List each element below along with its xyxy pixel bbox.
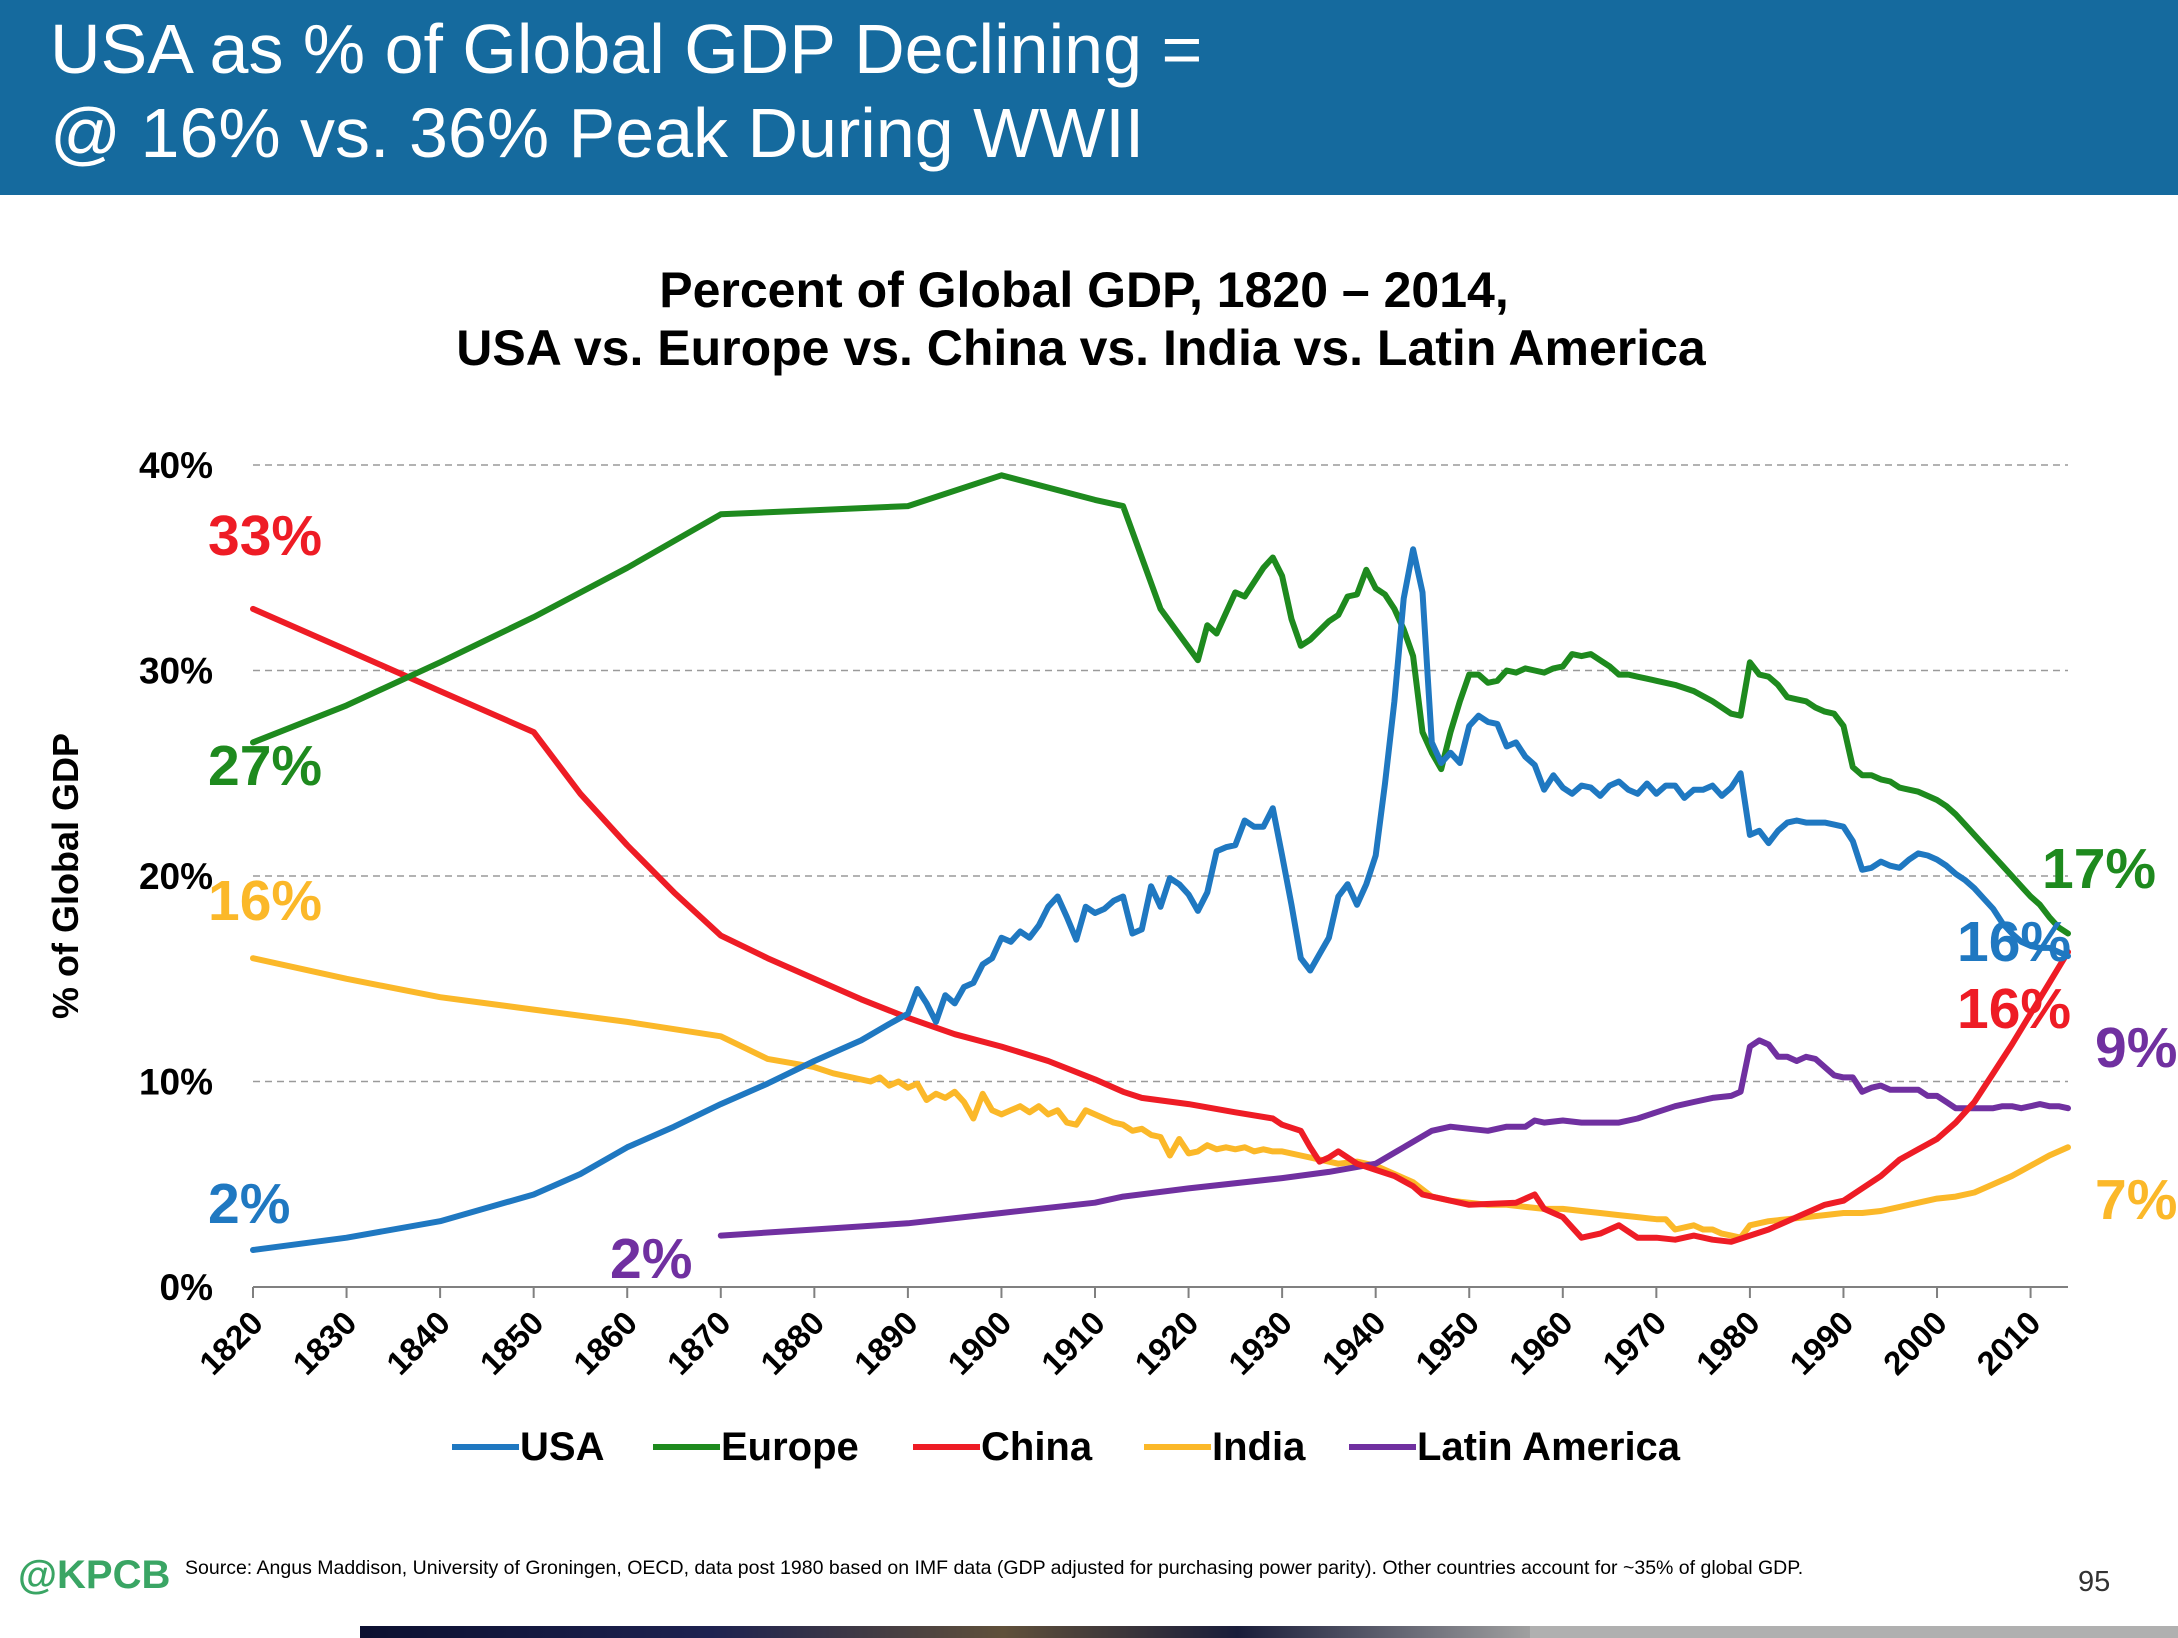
kpcb-logo: @KPCB — [18, 1553, 171, 1597]
x-tick-label: 1920 — [1127, 1304, 1205, 1382]
x-tick-label: 1850 — [473, 1304, 551, 1382]
y-tick-label: 40% — [139, 445, 213, 486]
legend-label: Latin America — [1417, 1425, 1681, 1469]
percent-label-latin-america: 9% — [2095, 1016, 2177, 1080]
x-tick-label: 1960 — [1502, 1304, 1580, 1382]
x-tick-label: 1990 — [1782, 1304, 1860, 1382]
percent-label-india: 16% — [208, 869, 322, 933]
chart-title-line-1: Percent of Global GDP, 1820 – 2014, — [659, 262, 1509, 318]
percent-label-india: 7% — [2095, 1168, 2177, 1232]
x-tick-label: 1910 — [1034, 1304, 1112, 1382]
bottom-strip — [360, 1626, 1530, 1638]
x-tick-label: 1980 — [1689, 1304, 1767, 1382]
source-note: Source: Angus Maddison, University of Gr… — [185, 1557, 1804, 1579]
x-tick-label: 2010 — [1969, 1304, 2047, 1382]
series-line-usa — [250, 546, 2071, 1253]
legend-label: China — [981, 1425, 1093, 1469]
y-tick-label: 30% — [139, 651, 213, 692]
y-axis-label: % of Global GDP — [45, 733, 86, 1019]
x-tick-label: 1830 — [285, 1304, 363, 1382]
series-line-china — [250, 605, 2071, 1245]
x-tick-label: 1900 — [940, 1304, 1018, 1382]
bottom-strip-right — [1530, 1626, 2178, 1638]
series-line-india — [250, 955, 2071, 1241]
legend-label: USA — [520, 1425, 604, 1469]
percent-label-usa: 16% — [1957, 910, 2071, 974]
x-tick-label: 1860 — [566, 1304, 644, 1382]
x-tick-label: 1880 — [753, 1304, 831, 1382]
x-tick-label: 1970 — [1595, 1304, 1673, 1382]
x-tick-label: 1890 — [847, 1304, 925, 1382]
x-tick-label: 1820 — [192, 1304, 270, 1382]
banner-title-line-2: @ 16% vs. 36% Peak During WWII — [50, 94, 1145, 172]
legend-label: Europe — [721, 1425, 859, 1469]
x-tick-label: 1840 — [379, 1304, 457, 1382]
percent-label-usa: 2% — [208, 1172, 290, 1236]
y-tick-label: 0% — [160, 1267, 213, 1308]
y-tick-label: 10% — [139, 1062, 213, 1103]
percent-label-europe: 17% — [2042, 837, 2156, 901]
legend-label: India — [1212, 1425, 1306, 1469]
x-tick-label: 1930 — [1221, 1304, 1299, 1382]
header-banner: USA as % of Global GDP Declining = @ 16%… — [0, 0, 2178, 195]
percent-label-china: 33% — [208, 504, 322, 568]
y-tick-label: 20% — [139, 856, 213, 897]
x-tick-label: 1950 — [1408, 1304, 1486, 1382]
percent-label-china: 16% — [1957, 977, 2071, 1041]
series-line-latin-america — [717, 1037, 2071, 1239]
percent-label-europe: 27% — [208, 734, 322, 798]
x-tick-label: 1940 — [1315, 1304, 1393, 1382]
chart-title-line-2: USA vs. Europe vs. China vs. India vs. L… — [456, 320, 1706, 376]
x-tick-label: 1870 — [660, 1304, 738, 1382]
percent-label-latin-america: 2% — [610, 1227, 692, 1291]
page-number: 95 — [2078, 1566, 2111, 1598]
series-line-europe — [250, 472, 2071, 937]
banner-title-line-1: USA as % of Global GDP Declining = — [50, 10, 1203, 88]
x-tick-label: 2000 — [1876, 1304, 1954, 1382]
